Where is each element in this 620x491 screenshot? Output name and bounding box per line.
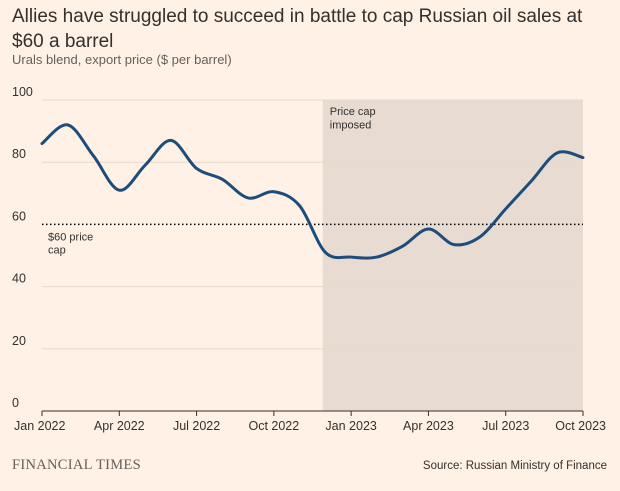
price-cap-imposed-label: Price cap imposed (330, 106, 376, 132)
ft-brand-logo: FINANCIAL TIMES (12, 457, 141, 473)
chart-title: Allies have struggled to succeed in batt… (12, 6, 583, 52)
x-tick-label: Jan 2022 (14, 419, 65, 433)
source-note: Source: Russian Ministry of Finance (422, 460, 607, 472)
y-tick-label-0: 0 (12, 396, 19, 410)
x-tick-label: Apr 2022 (94, 419, 145, 433)
price-cap-reference-label: $60 price cap (48, 231, 93, 256)
x-tick-label: Apr 2023 (403, 419, 454, 433)
x-tick-label: Jul 2022 (173, 419, 220, 433)
urals-price-series-line (40, 123, 585, 260)
x-tick-label: Oct 2022 (248, 419, 299, 433)
y-tick-label-100: 100 (12, 85, 33, 99)
y-tick-label-20: 20 (12, 334, 26, 348)
y-tick-label-60: 60 (12, 209, 26, 223)
x-tick-label: Jan 2023 (325, 419, 376, 433)
chart-subtitle: Urals blend, export price ($ per barrel) (12, 52, 232, 67)
price-cap-shaded-region (322, 100, 583, 411)
x-tick-label: Jul 2023 (482, 419, 529, 433)
y-tick-label-40: 40 (12, 272, 26, 286)
y-tick-label-80: 80 (12, 147, 26, 161)
x-tick-label: Oct 2023 (555, 419, 606, 433)
